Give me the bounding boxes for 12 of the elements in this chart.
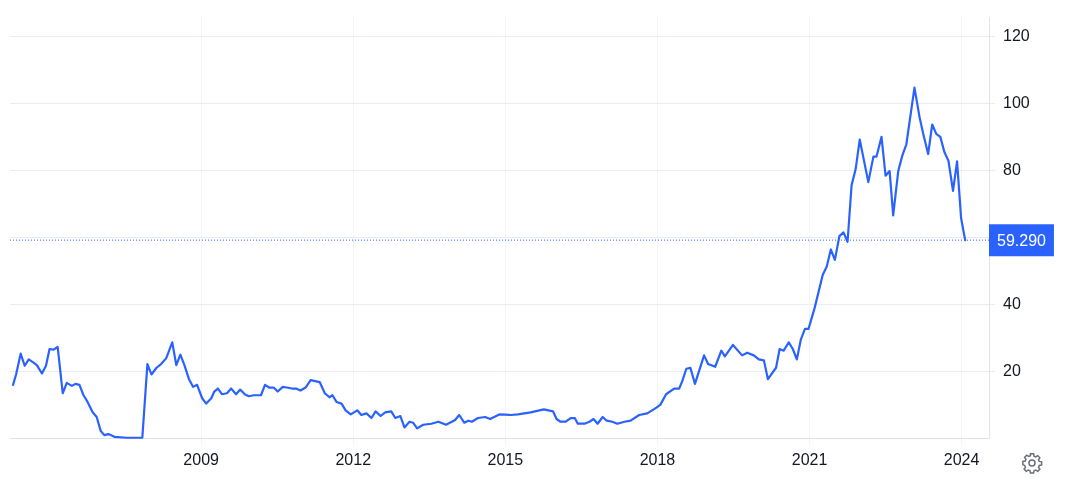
x-tick-label: 2021 [791, 450, 828, 468]
ref-line-label: 59.290 [997, 231, 1047, 249]
x-tick-label: 2015 [487, 450, 524, 468]
y-tick-label: 100 [1003, 94, 1030, 112]
x-tick-label: 2018 [639, 450, 676, 468]
y-tick-label: 40 [1003, 295, 1021, 313]
y-tick-label: 80 [1003, 161, 1021, 179]
y-tick-label: 120 [1003, 27, 1030, 45]
x-tick-label: 2009 [183, 450, 220, 468]
x-tick-label: 2012 [335, 450, 372, 468]
x-tick-label: 2024 [943, 450, 980, 468]
y-tick-label: 20 [1003, 362, 1021, 380]
